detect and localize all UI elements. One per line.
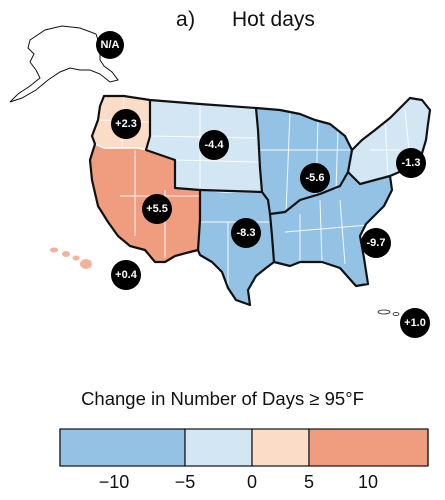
legend-tick-5: 5 xyxy=(303,472,315,492)
badge-label-alaska: N/A xyxy=(101,39,120,51)
panel-letter: a) xyxy=(176,8,196,31)
panel-title: Hot days xyxy=(232,8,315,31)
legend-tick-minus-5: −5 xyxy=(174,472,196,492)
legend-tick-0: 0 xyxy=(246,472,258,492)
caribbean-island-2 xyxy=(392,312,400,316)
region-outlines xyxy=(88,94,432,307)
badge-alaska: N/A xyxy=(96,31,124,59)
badge-northeast: -1.3 xyxy=(396,148,426,178)
region-caribbean xyxy=(377,309,400,316)
badge-label-caribbean: +1.0 xyxy=(404,317,426,329)
region-hawaii xyxy=(50,247,92,269)
hawaii-island-2 xyxy=(62,251,70,257)
badge-label-hawaii: +0.4 xyxy=(115,269,138,281)
legend-title: Change in Number of Days ≥ 95°F xyxy=(81,388,364,409)
badge-label-northeast: -1.3 xyxy=(402,157,421,169)
badge-northwest: +2.3 xyxy=(111,109,141,139)
colorbar-bin-2 xyxy=(184,428,253,467)
hawaii-island-3 xyxy=(72,255,80,261)
colorbar-bin-4 xyxy=(308,428,429,467)
badge-midwest: -5.6 xyxy=(300,163,330,193)
legend-tick-minus-10: −10 xyxy=(98,472,130,492)
badge-label-southern-great-plains: -8.3 xyxy=(237,227,256,239)
badge-southern-great-plains: -8.3 xyxy=(231,218,261,248)
legend-tick-10: 10 xyxy=(357,472,379,492)
badge-hawaii: +0.4 xyxy=(111,260,141,290)
badge-northern-great-plains: -4.4 xyxy=(199,130,229,160)
legend-colorbar xyxy=(59,428,429,467)
badge-label-northern-great-plains: -4.4 xyxy=(205,139,225,151)
colorbar-bin-3 xyxy=(251,428,310,467)
badge-label-northwest: +2.3 xyxy=(115,118,137,130)
region-southern-great-plains xyxy=(197,189,275,307)
hawaii-island-4 xyxy=(80,259,92,269)
badge-label-southeast: -9.7 xyxy=(367,237,386,249)
badge-label-midwest: -5.6 xyxy=(306,172,325,184)
badge-caribbean: +1.0 xyxy=(400,308,430,338)
caribbean-island-1 xyxy=(377,309,391,315)
badge-southeast: -9.7 xyxy=(361,228,391,258)
colorbar-bin-1 xyxy=(59,428,186,467)
hawaii-island-1 xyxy=(50,247,58,253)
badge-southwest: +5.5 xyxy=(142,194,172,224)
badge-label-southwest: +5.5 xyxy=(146,203,168,215)
